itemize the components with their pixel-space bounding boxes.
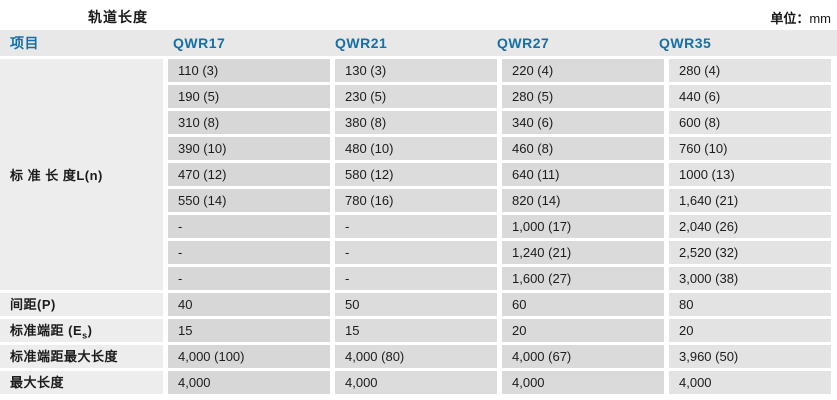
table-cell: 50 (335, 293, 497, 316)
table-cell: 550 (14) (168, 189, 330, 212)
header-qwr27: QWR27 (497, 35, 550, 51)
table-cell: 80 (669, 293, 831, 316)
table-cell: 4,000 (168, 371, 330, 394)
table-row: 470 (12) 580 (12) 640 (11) 1000 (13) (168, 163, 837, 186)
table-cell: 4,000 (502, 371, 664, 394)
table-cell: 580 (12) (335, 163, 497, 186)
table-row: 550 (14) 780 (16) 820 (14) 1,640 (21) (168, 189, 837, 212)
table-cell: 390 (10) (168, 137, 330, 160)
table-cell: 1,640 (21) (669, 189, 831, 212)
table-cell: 1,600 (27) (502, 267, 664, 290)
table-row-pitch: 间距(P) 40 50 60 80 (0, 293, 837, 316)
table-cell: 20 (502, 319, 664, 342)
table-row: 310 (8) 380 (8) 340 (6) 600 (8) (168, 111, 837, 134)
table-cell: 820 (14) (502, 189, 664, 212)
table-row: - - 1,240 (21) 2,520 (32) (168, 241, 837, 264)
label-text: ) (87, 323, 93, 338)
table-cell: 640 (11) (502, 163, 664, 186)
table-cell: - (168, 267, 330, 290)
header-qwr17: QWR17 (173, 35, 226, 51)
table-cell: 280 (4) (669, 59, 831, 82)
table-row: - - 1,000 (17) 2,040 (26) (168, 215, 837, 238)
table-cell: 2,520 (32) (669, 241, 831, 264)
label-text: 标准端距 (E (10, 323, 83, 338)
table-cell: 2,040 (26) (669, 215, 831, 238)
table-cell: 4,000 (67) (502, 345, 664, 368)
table-cell: 440 (6) (669, 85, 831, 108)
table-cell: 4,000 (335, 371, 497, 394)
label-subscript: s (82, 330, 88, 341)
table-cell: 4,000 (669, 371, 831, 394)
table-cell: 4,000 (100) (168, 345, 330, 368)
table-cell: 20 (669, 319, 831, 342)
table-cell: 280 (5) (502, 85, 664, 108)
table-cell: 3,000 (38) (669, 267, 831, 290)
standard-length-section: 标 准 长 度L(n) 110 (3) 130 (3) 220 (4) 280 … (0, 59, 837, 293)
title-bar: 轨道长度 单位：mm (0, 0, 837, 30)
table-cell: 600 (8) (669, 111, 831, 134)
table-cell: 40 (168, 293, 330, 316)
table-cell: 340 (6) (502, 111, 664, 134)
table-cell: 480 (10) (335, 137, 497, 160)
unit-value: mm (809, 10, 831, 26)
table-row: 390 (10) 480 (10) 460 (8) 760 (10) (168, 137, 837, 160)
table-cell: 190 (5) (168, 85, 330, 108)
table-cell: - (335, 215, 497, 238)
table-cell: 310 (8) (168, 111, 330, 134)
table-cell: 3,960 (50) (669, 345, 831, 368)
header-qwr35: QWR35 (659, 35, 712, 51)
table-cell: 230 (5) (335, 85, 497, 108)
table-cell: 1,240 (21) (502, 241, 664, 264)
table-cell: 15 (335, 319, 497, 342)
table-cell: - (168, 215, 330, 238)
table-cell: - (335, 241, 497, 264)
standard-length-label: 标 准 长 度L(n) (0, 59, 163, 290)
row-label-max-std-length: 标准端距最大长度 (0, 345, 163, 368)
table-cell: 470 (12) (168, 163, 330, 186)
standard-length-rows: 110 (3) 130 (3) 220 (4) 280 (4) 190 (5) … (168, 59, 837, 293)
table-cell: 1000 (13) (669, 163, 831, 186)
table-cell: 760 (10) (669, 137, 831, 160)
row-label-end-distance: 标准端距 (Es) (0, 319, 163, 342)
table-row-end-distance: 标准端距 (Es) 15 15 20 20 (0, 319, 837, 342)
table-cell: 60 (502, 293, 664, 316)
table-cell: 380 (8) (335, 111, 497, 134)
header-item: 项目 (10, 35, 39, 51)
row-label-pitch: 间距(P) (0, 293, 163, 316)
table-cell: 1,000 (17) (502, 215, 664, 238)
row-label-max-length: 最大长度 (0, 371, 163, 394)
table-row-max-std-length: 标准端距最大长度 4,000 (100) 4,000 (80) 4,000 (6… (0, 345, 837, 368)
table-cell: 460 (8) (502, 137, 664, 160)
table-row: 110 (3) 130 (3) 220 (4) 280 (4) (168, 59, 837, 82)
table-cell: 130 (3) (335, 59, 497, 82)
table-cell: - (168, 241, 330, 264)
table-cell: 15 (168, 319, 330, 342)
table-row-max-length: 最大长度 4,000 4,000 4,000 4,000 (0, 371, 837, 394)
page-title: 轨道长度 (88, 9, 148, 25)
table-cell: 220 (4) (502, 59, 664, 82)
table-cell: 4,000 (80) (335, 345, 497, 368)
table-cell: - (335, 267, 497, 290)
unit-label: 单位：mm (770, 8, 831, 27)
table-cell: 110 (3) (168, 59, 330, 82)
unit-prefix: 单位： (770, 10, 810, 26)
table-row: - - 1,600 (27) 3,000 (38) (168, 267, 837, 290)
table-header-row: 项目 QWR17 QWR21 QWR27 QWR35 (0, 30, 837, 56)
table-row: 190 (5) 230 (5) 280 (5) 440 (6) (168, 85, 837, 108)
table-cell: 780 (16) (335, 189, 497, 212)
header-qwr21: QWR21 (335, 35, 388, 51)
